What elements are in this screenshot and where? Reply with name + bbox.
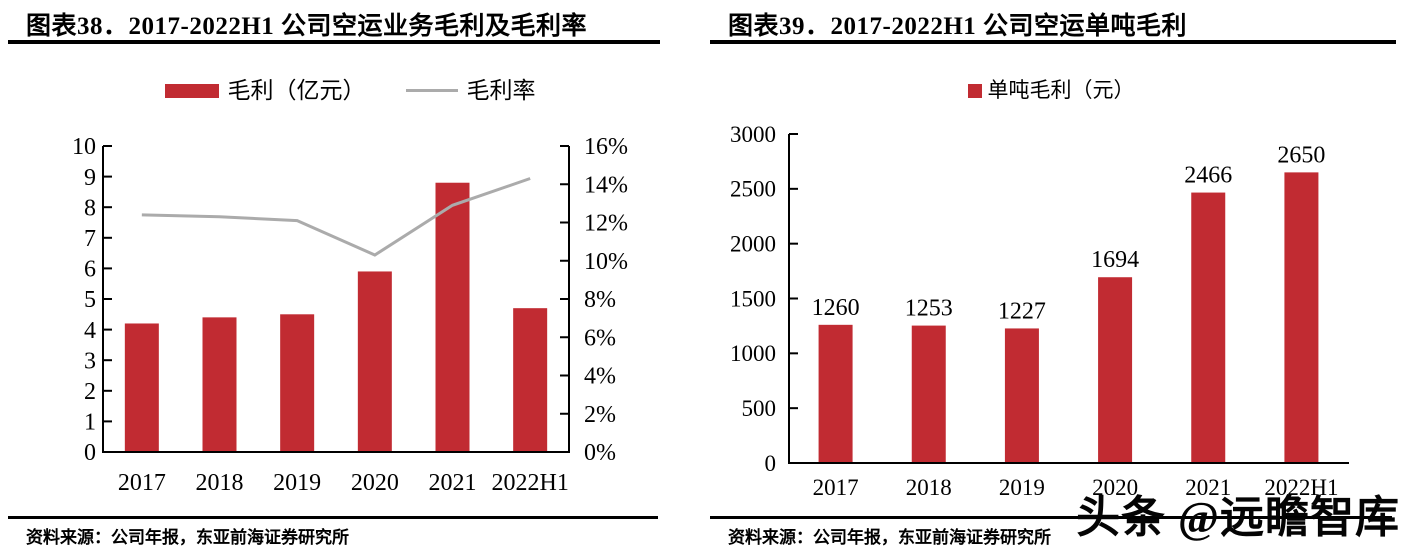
x-axis-label-2022H1: 2022H1 — [491, 470, 568, 496]
y-axis-label: 500 — [742, 396, 777, 421]
data-label-2018: 1253 — [905, 296, 953, 322]
panel-chart38: 图表38．2017-2022H1 公司空运业务毛利及毛利率 毛利（亿元） 毛利率… — [0, 0, 700, 548]
x-axis-label-2020: 2020 — [351, 470, 399, 496]
x-axis-label-2019: 2019 — [273, 470, 321, 496]
right-y-axis-label: 12% — [584, 211, 628, 237]
right-y-axis-label: 0% — [584, 440, 616, 466]
data-label-2022H1: 2650 — [1277, 142, 1325, 168]
gross-margin-line — [141, 177, 531, 257]
y-axis-label: 2500 — [730, 177, 776, 202]
bar-2022H1 — [513, 308, 548, 452]
bar-2021 — [1191, 192, 1226, 463]
y-axis-label: 3 — [84, 348, 96, 374]
right-y-axis-label: 2% — [584, 402, 616, 428]
bar-2018 — [911, 325, 946, 463]
bar-2020 — [357, 271, 392, 452]
x-axis-label-2017: 2017 — [118, 470, 166, 496]
data-label-2021: 2466 — [1184, 163, 1232, 189]
legend-item-gross-profit: 毛利（亿元） — [164, 78, 366, 103]
y-axis-label: 1500 — [730, 286, 776, 311]
toutiao-watermark: 头条 @远瞻智库 — [1076, 493, 1400, 542]
right-y-axis-label: 8% — [584, 287, 616, 313]
y-axis-label: 7 — [84, 226, 96, 252]
bar-2018 — [202, 317, 237, 452]
data-label-2019: 1227 — [998, 298, 1046, 324]
chart38-legend: 毛利（亿元） 毛利率 — [0, 79, 700, 102]
legend-item-per-ton-profit: 单吨毛利（元） — [967, 78, 1135, 102]
panel-chart39: 图表39．2017-2022H1 公司空运单吨毛利 单吨毛利（元） 1260 12… — [700, 0, 1402, 548]
chart39-title: 图表39．2017-2022H1 公司空运单吨毛利 — [728, 13, 1188, 40]
chart39-legend: 单吨毛利（元） — [700, 79, 1402, 102]
bar-swatch-icon — [967, 83, 982, 98]
right-y-axis-label: 6% — [584, 325, 616, 351]
x-axis-label-2019: 2019 — [999, 475, 1045, 500]
chart39-source-rule — [710, 516, 1392, 519]
y-axis-label: 10 — [72, 134, 96, 160]
bar-2021 — [435, 182, 470, 452]
line-swatch-icon — [405, 89, 458, 92]
data-label-2017: 1260 — [812, 295, 860, 321]
y-axis-label: 1000 — [730, 341, 776, 366]
chart38-title: 图表38．2017-2022H1 公司空运业务毛利及毛利率 — [26, 13, 588, 40]
bar-swatch-icon — [164, 83, 219, 98]
x-axis-label-2017: 2017 — [813, 475, 859, 500]
bar-2019 — [1004, 328, 1039, 463]
y-axis-label: 0 — [765, 451, 777, 476]
chart38-plot: 0 1 2 3 4 5 6 7 8 9 10 0% 2% 4% 6% 8% 10% 12% 14% 16% 2017 20… — [72, 134, 628, 496]
y-axis-label: 5 — [84, 287, 96, 313]
y-axis-label: 8 — [84, 195, 96, 221]
chart39-source: 资料来源：公司年报，东亚前海证券研究所 — [728, 528, 1051, 547]
y-axis-label: 2000 — [730, 231, 776, 256]
right-y-axis-label: 14% — [584, 172, 628, 198]
bar-2017 — [818, 324, 853, 463]
y-axis-label: 6 — [84, 257, 96, 283]
right-y-axis-label: 10% — [584, 249, 628, 275]
legend-label-gross-profit: 毛利（亿元） — [227, 78, 366, 103]
data-label-2020: 1694 — [1091, 247, 1139, 273]
chart38-source: 资料来源：公司年报，东亚前海证券研究所 — [26, 528, 349, 547]
x-axis-label-2021: 2021 — [1185, 475, 1231, 500]
x-axis-label-2018: 2018 — [196, 470, 244, 496]
right-y-axis-label: 16% — [584, 134, 628, 160]
bar-2020 — [1098, 277, 1133, 463]
x-axis-label-2018: 2018 — [906, 475, 952, 500]
y-axis-label: 3000 — [730, 122, 776, 147]
y-axis-label: 2 — [84, 379, 96, 405]
y-axis-label: 9 — [84, 165, 96, 191]
legend-label-per-ton-profit: 单吨毛利（元） — [987, 78, 1135, 102]
legend-item-gross-margin: 毛利率 — [405, 78, 536, 103]
x-axis-label-2021: 2021 — [429, 470, 477, 496]
y-axis-label: 0 — [84, 440, 96, 466]
bar-2019 — [280, 314, 315, 452]
chart38-source-rule — [8, 516, 658, 519]
y-axis-label: 1 — [84, 410, 96, 436]
x-axis-label-2022H1: 2022H1 — [1264, 475, 1338, 500]
chart39-plot: 1260 1253 1227 1694 2466 2650 0 500 1000 1500 2000… — [730, 122, 1349, 500]
y-axis-label: 4 — [84, 318, 96, 344]
x-axis-label-2020: 2020 — [1092, 475, 1138, 500]
chart39-title-rule — [710, 40, 1396, 44]
bar-2022H1 — [1284, 172, 1319, 463]
bar-2017 — [124, 323, 159, 452]
legend-label-gross-margin: 毛利率 — [466, 78, 536, 103]
chart38-title-rule — [8, 40, 660, 44]
right-y-axis-label: 4% — [584, 364, 616, 390]
